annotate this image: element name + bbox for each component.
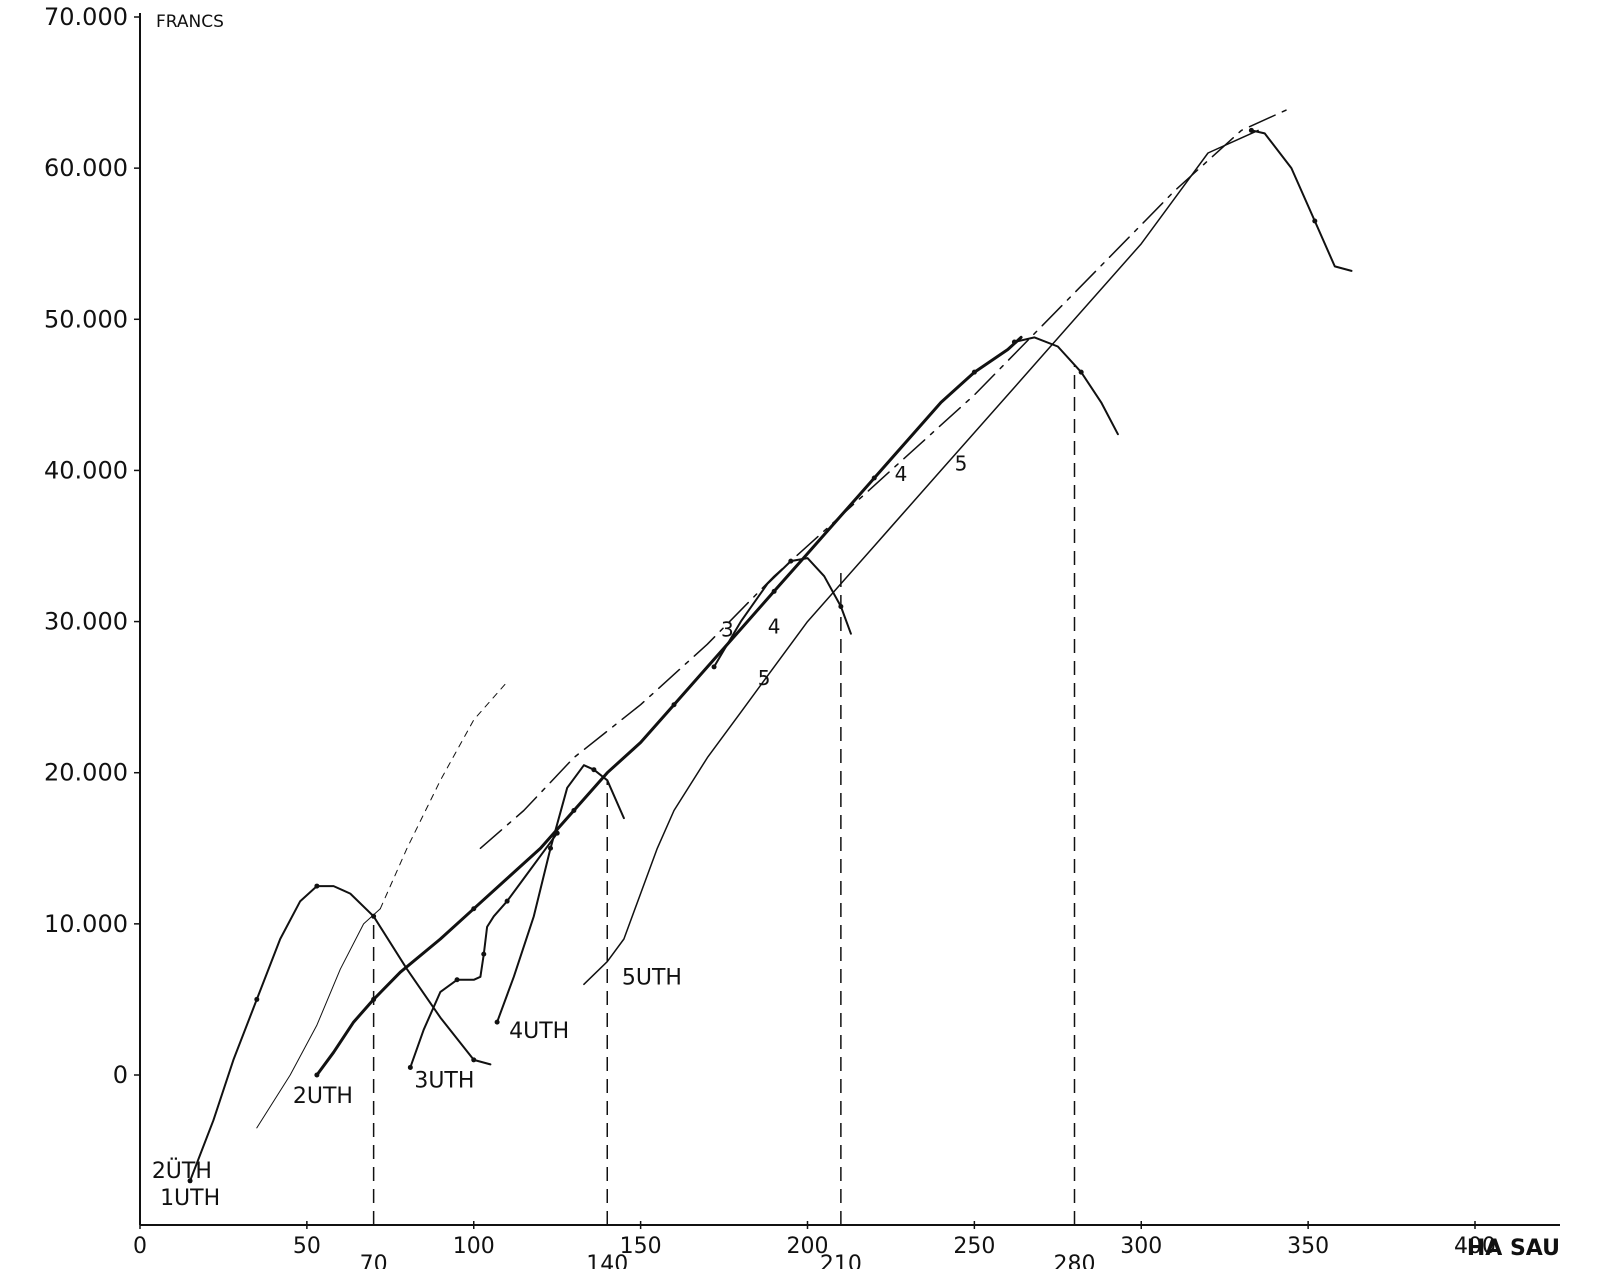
- curve-number-label: 5: [758, 666, 771, 690]
- x-tick-label: 50: [293, 1234, 321, 1259]
- reference-lines: [372, 364, 1076, 1225]
- x-tick-label: 100: [453, 1234, 495, 1259]
- y-tick-label: 0: [113, 1061, 128, 1089]
- data-point: [481, 951, 487, 957]
- curve-number-label: 3: [721, 618, 734, 642]
- data-point: [591, 767, 597, 773]
- curve-number-label: 5: [955, 451, 968, 475]
- x-mark-label: 70: [360, 1252, 388, 1269]
- series-envelope: [479, 106, 1293, 850]
- y-tick-label: 30.000: [44, 608, 128, 636]
- data-point: [571, 808, 577, 813]
- x-axis-label: HA SAU: [1467, 1236, 1560, 1261]
- data-point: [254, 996, 260, 1002]
- series-label: 4UTH: [509, 1019, 569, 1044]
- x-tick-label: 300: [1120, 1234, 1162, 1259]
- y-tick-label: 20.000: [44, 759, 128, 787]
- y-tick-label: 40.000: [44, 456, 128, 484]
- series-layer: [187, 106, 1353, 1184]
- data-point: [454, 977, 460, 983]
- x-tick-label: 250: [953, 1234, 995, 1259]
- y-tick-label: 70.000: [44, 3, 128, 31]
- curve-number-label: 4: [895, 462, 908, 486]
- data-point: [371, 996, 377, 1002]
- x-tick-label: 150: [620, 1234, 662, 1259]
- y-axis-label: FRANCS: [156, 12, 224, 32]
- y-tick-label: 10.000: [44, 910, 128, 938]
- series-peak-270: [1013, 336, 1119, 436]
- curve-number-label: 4: [768, 615, 781, 639]
- data-point: [971, 369, 977, 375]
- y-tick-label: 60.000: [44, 154, 128, 182]
- data-point: [471, 906, 477, 912]
- series-label: 3UTH: [414, 1068, 474, 1093]
- data-point: [1011, 339, 1017, 345]
- x-mark-label: 140: [586, 1252, 628, 1269]
- data-point: [1078, 369, 1084, 375]
- x-tick-label: 200: [787, 1234, 829, 1259]
- series-2-th: [256, 908, 381, 1129]
- data-point: [187, 1178, 193, 1184]
- axes: 0 10.000 20.000 30.000 40.000 50.000 60.000 70.…: [44, 3, 1560, 1269]
- data-point: [1248, 127, 1254, 133]
- series-label: 5UTH: [622, 965, 682, 990]
- data-point: [314, 883, 320, 889]
- data-point: [314, 1072, 320, 1078]
- x-tick-label: 400: [1454, 1234, 1496, 1259]
- data-point: [471, 1057, 477, 1063]
- series-label: 2ÜTH: [152, 1158, 212, 1184]
- series-4uth: [496, 764, 625, 1024]
- series-peak-335: [1250, 129, 1353, 272]
- x-tick-label: 0: [133, 1234, 147, 1259]
- series-label: 2UTH: [293, 1084, 353, 1109]
- data-point: [494, 1019, 500, 1025]
- x-tick-label: 350: [1287, 1234, 1329, 1259]
- series-2-th-ext: [379, 681, 508, 910]
- series-1uth: [189, 885, 492, 1182]
- series-5uth: [583, 129, 1259, 986]
- series-peak-200: [713, 557, 852, 668]
- data-point: [838, 603, 844, 609]
- data-point: [371, 913, 377, 919]
- data-point: [871, 475, 877, 481]
- series-2uth: [315, 335, 1023, 1077]
- data-point: [711, 664, 717, 670]
- data-point: [788, 558, 794, 564]
- data-point: [671, 702, 677, 708]
- data-point: [504, 898, 510, 904]
- x-mark-label: 280: [1054, 1252, 1096, 1269]
- series-label: 1UTH: [160, 1186, 220, 1211]
- data-point: [407, 1064, 413, 1070]
- y-tick-label: 50.000: [44, 305, 128, 333]
- data-point: [771, 588, 777, 594]
- data-point: [548, 845, 554, 851]
- x-mark-label: 210: [820, 1252, 862, 1269]
- data-point: [1312, 218, 1318, 224]
